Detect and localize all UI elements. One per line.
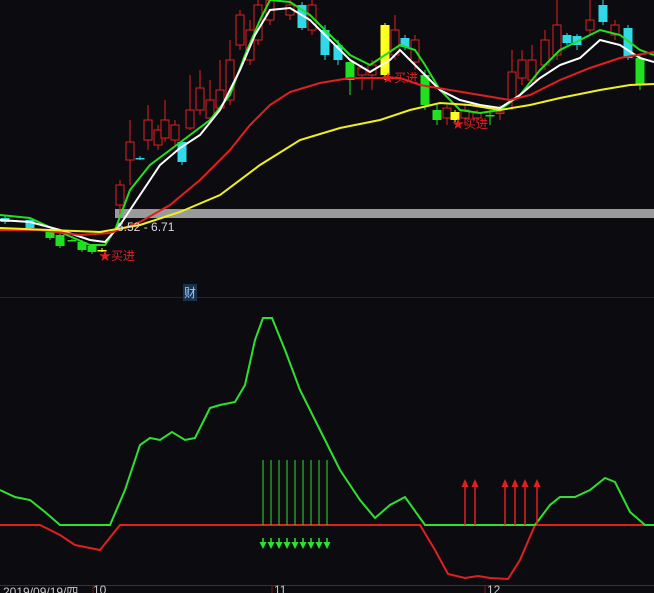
sell-arrow-icon	[259, 542, 267, 549]
candle-down	[623, 28, 633, 58]
candle-up	[143, 119, 153, 141]
candle-green	[420, 75, 430, 105]
candle-green	[485, 115, 495, 117]
moving-average-line-3	[0, 51, 654, 237]
tick-label-10: 10	[93, 583, 107, 593]
candle-green	[67, 240, 77, 242]
sell-arrow-icon	[283, 542, 291, 549]
candle-down	[562, 35, 572, 43]
candle-green	[345, 62, 355, 80]
candle-up	[185, 109, 195, 129]
candle-up	[160, 119, 170, 139]
candle-down	[598, 5, 608, 22]
buy-signal-label: ★买进	[452, 117, 489, 131]
candle-up	[507, 71, 517, 101]
candle-down	[320, 30, 330, 55]
sell-arrow-icon	[307, 542, 315, 549]
sell-arrow-icon	[323, 542, 331, 549]
candle-up	[205, 99, 215, 119]
candle-yellow	[450, 112, 460, 120]
candle-up	[195, 87, 205, 111]
sell-arrow-icon	[315, 542, 323, 549]
oscillator-line-1	[0, 524, 654, 581]
candle-down	[333, 45, 343, 60]
candle-down	[135, 158, 145, 160]
buy-signal-label: ★买进	[382, 71, 419, 85]
price-range-label: 6.52 - 6.71	[117, 220, 175, 234]
buy-arrow-icon	[533, 479, 541, 487]
candle-up	[115, 184, 125, 206]
oscillator-line-2	[0, 317, 654, 526]
candle-green	[55, 235, 65, 246]
start-date-label: 2019/09/19/四	[3, 585, 79, 593]
price-band	[115, 209, 654, 218]
candle-up	[170, 124, 180, 141]
moving-average-line-2	[0, 6, 654, 244]
candle-down	[177, 142, 187, 162]
candle-up	[495, 111, 505, 114]
candle-up	[610, 24, 620, 36]
candle-green	[432, 110, 442, 120]
buy-arrow-icon	[501, 479, 509, 487]
moving-average-line-1	[0, 0, 654, 246]
candle-up	[552, 24, 562, 56]
buy-arrow-icon	[521, 479, 529, 487]
candle-green	[77, 242, 87, 250]
candle-down	[400, 38, 410, 47]
finance-marker[interactable]: 财	[183, 284, 198, 301]
candle-down	[297, 5, 307, 28]
candle-yellow	[97, 250, 107, 252]
candle-green	[45, 232, 55, 238]
moving-average-line-4	[0, 83, 654, 234]
buy-signal-label: ★买进	[99, 249, 136, 263]
candle-up	[235, 14, 245, 46]
candle-up	[125, 141, 135, 161]
tick-label-11: 11	[274, 583, 287, 593]
tick-label-12: 12	[487, 583, 501, 593]
buy-arrow-icon	[471, 479, 479, 487]
sell-arrow-icon	[291, 542, 299, 549]
candle-green	[87, 246, 97, 252]
candle-up	[442, 107, 452, 119]
candle-down	[25, 220, 35, 228]
buy-arrow-icon	[511, 479, 519, 487]
sell-arrow-icon	[267, 542, 275, 549]
buy-arrow-icon	[461, 479, 469, 487]
sell-arrow-icon	[299, 542, 307, 549]
sell-arrow-icon	[275, 542, 283, 549]
candle-up	[585, 19, 595, 31]
candle-green	[635, 58, 645, 85]
candle-yellow	[380, 25, 390, 75]
candle-up	[517, 59, 527, 79]
